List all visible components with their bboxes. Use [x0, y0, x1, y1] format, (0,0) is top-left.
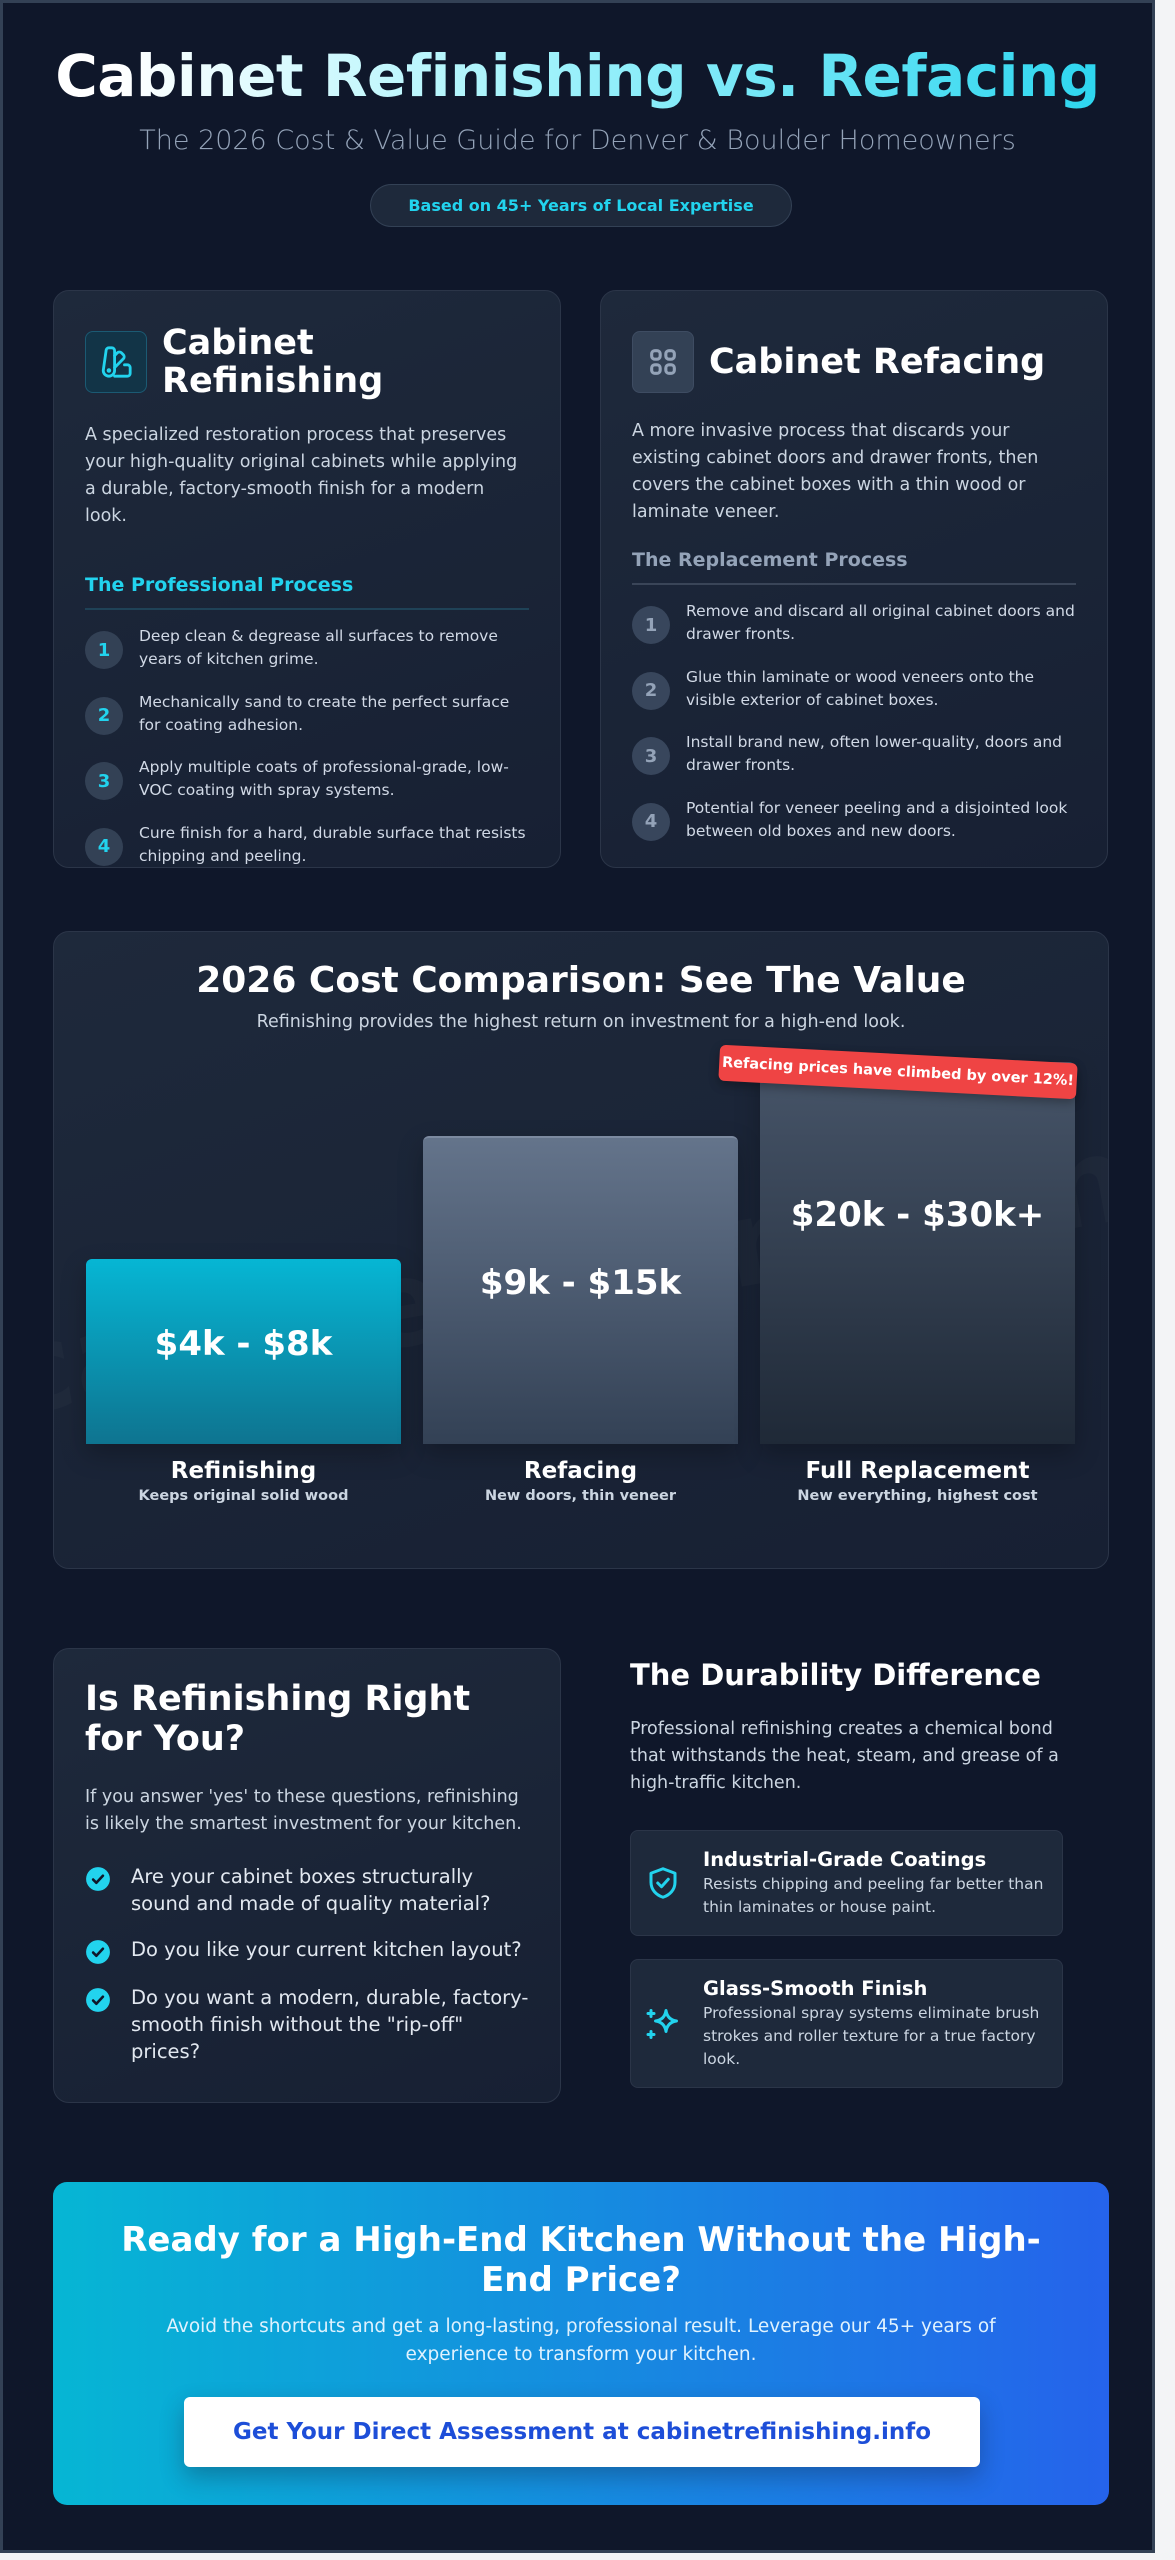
color-swatch-icon: [85, 331, 147, 393]
bar-refacing: $9k - $15k: [423, 1136, 738, 1444]
process-step: 4 Cure finish for a hard, durable surfac…: [85, 821, 529, 887]
bar-label-refinishing: Refinishing Keeps original solid wood: [138, 1458, 349, 1504]
grid-icon: [632, 331, 694, 393]
step-text: Install brand new, often lower-quality, …: [686, 733, 1063, 774]
feature-industrial-coatings: Industrial-Grade Coatings Resists chippi…: [630, 1830, 1063, 1936]
step-number: 4: [632, 802, 670, 841]
durability-description: Professional refinishing creates a chemi…: [630, 1719, 1059, 1793]
question-list: Are your cabinet boxes structurally soun…: [85, 1863, 529, 2065]
bar-label-refacing: Refacing New doors, thin veneer: [484, 1458, 677, 1504]
refinishing-card: Cabinet Refinishing A specialized restor…: [53, 290, 561, 868]
check-circle-icon: [86, 1867, 110, 1891]
cta-description: Avoid the shortcuts and get a long-lasti…: [166, 2316, 996, 2365]
page-title: Cabinet Refinishing vs. Refacing: [3, 44, 1152, 109]
cost-title: 2026 Cost Comparison: See The Value: [196, 960, 966, 1001]
refinishing-description: A specialized restoration process that p…: [85, 425, 518, 526]
step-number: 3: [85, 762, 123, 800]
suitability-title: Is Refinishing Right for You?: [85, 1679, 471, 1759]
cta-banner: Ready for a High-End Kitchen Without the…: [53, 2182, 1109, 2505]
suitability-description: If you answer 'yes' to these questions, …: [85, 1787, 522, 1834]
step-text: Deep clean & degrease all surfaces to re…: [139, 627, 498, 668]
refacing-card: Cabinet Refacing A more invasive process…: [600, 290, 1108, 868]
sparkles-icon: [646, 2008, 678, 2039]
bar-value: $20k - $30k+: [790, 1195, 1045, 1235]
question-item: Do you want a modern, durable, factory-s…: [85, 1984, 529, 2065]
process-step: 3 Install brand new, often lower-quality…: [632, 730, 1076, 796]
assessment-button[interactable]: Get Your Direct Assessment at cabinetref…: [184, 2397, 980, 2467]
refinishing-steps: 1 Deep clean & degrease all surfaces to …: [85, 624, 529, 886]
cost-subtitle: Refinishing provides the highest return …: [256, 1012, 906, 1032]
step-number: 3: [632, 737, 670, 775]
check-circle-icon: [86, 1988, 110, 2012]
feature-glass-smooth: Glass-Smooth Finish Professional spray s…: [630, 1959, 1063, 2088]
process-step: 1 Deep clean & degrease all surfaces to …: [85, 624, 529, 690]
step-number: 1: [85, 631, 123, 669]
bar-value: $4k - $8k: [154, 1323, 333, 1364]
check-circle-icon: [86, 1940, 110, 1964]
refinishing-title: Cabinet Refinishing: [162, 322, 384, 401]
step-number: 2: [632, 671, 670, 710]
question-item: Are your cabinet boxes structurally soun…: [85, 1863, 529, 1917]
step-number: 2: [85, 696, 123, 735]
refinishing-process-heading: The Professional Process: [85, 574, 529, 610]
bar-full-replacement: $20k - $30k+: [760, 1062, 1075, 1444]
cost-comparison-card: cabinetrefinishing 2026 Cost Comparison:…: [53, 931, 1109, 1569]
expertise-badge: Based on 45+ Years of Local Expertise: [370, 184, 792, 227]
durability-title: The Durability Difference: [630, 1658, 1041, 1692]
process-step: 2 Glue thin laminate or wood veneers ont…: [632, 665, 1076, 731]
page-subtitle: The 2026 Cost & Value Guide for Denver &…: [139, 125, 1016, 156]
step-text: Cure finish for a hard, durable surface …: [139, 823, 526, 865]
step-text: Remove and discard all original cabinet …: [686, 602, 1075, 643]
shield-check-icon: [649, 1867, 677, 1899]
cta-title: Ready for a High-End Kitchen Without the…: [121, 2220, 1041, 2300]
refacing-description: A more invasive process that discards yo…: [632, 421, 1039, 522]
step-text: Apply multiple coats of professional-gra…: [139, 758, 509, 799]
process-step: 4 Potential for veneer peeling and a dis…: [632, 796, 1076, 862]
step-text: Mechanically sand to create the perfect …: [139, 692, 510, 734]
process-step: 1 Remove and discard all original cabine…: [632, 599, 1076, 665]
question-item: Do you like your current kitchen layout?: [85, 1936, 529, 1965]
bar-refinishing: $4k - $8k: [86, 1259, 401, 1444]
process-step: 3 Apply multiple coats of professional-g…: [85, 755, 529, 821]
step-text: Potential for veneer peeling and a disjo…: [686, 798, 1068, 840]
process-step: 2 Mechanically sand to create the perfec…: [85, 690, 529, 756]
bar-label-full-replacement: Full Replacement New everything, highest…: [797, 1458, 1038, 1504]
refacing-steps: 1 Remove and discard all original cabine…: [632, 599, 1076, 861]
durability-section: The Durability Difference Professional r…: [630, 1658, 1080, 2088]
refacing-title: Cabinet Refacing: [709, 341, 1046, 382]
suitability-card: Is Refinishing Right for You? If you ans…: [53, 1648, 561, 2103]
step-number: 1: [632, 606, 670, 644]
step-text: Glue thin laminate or wood veneers onto …: [686, 667, 1035, 709]
refacing-process-heading: The Replacement Process: [632, 549, 1076, 585]
bar-value: $9k - $15k: [479, 1263, 682, 1303]
step-number: 4: [85, 827, 123, 866]
